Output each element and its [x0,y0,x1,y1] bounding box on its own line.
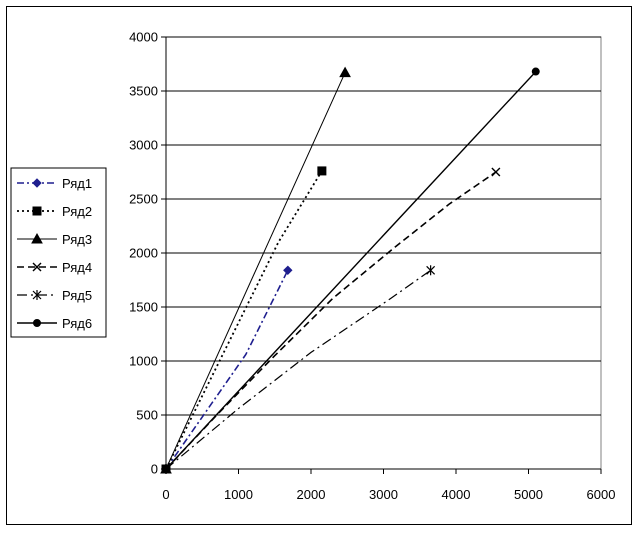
x-tick-label: 5000 [514,487,543,502]
y-tick-label: 2000 [129,246,158,261]
legend-marker [32,178,42,188]
legend-entry-6: Ряд6 [17,316,92,331]
x-tick-label: 1000 [224,487,253,502]
legend-box [10,167,107,338]
legend-label: Ряд5 [62,288,92,303]
legend-entry-3: Ряд3 [17,232,92,247]
legend-marker [33,319,41,327]
y-tick-label: 2500 [129,192,158,207]
legend-entry-1: Ряд1 [17,176,92,191]
legend-marker [31,232,43,244]
gridlines [166,36,601,416]
y-tick-label: 1000 [129,354,158,369]
y-tick-label: 3500 [129,84,158,99]
y-tick-label: 500 [136,408,158,423]
legend-marker [32,206,42,216]
series-layer [160,66,540,474]
y-tick-label: 4000 [129,30,158,45]
data-point-end [283,265,293,275]
series-line-3 [165,72,346,470]
x-tick-label: 0 [162,487,169,502]
legend-entry-4: Ряд4 [17,260,92,275]
legend-entry-5: Ряд5 [17,288,92,303]
legend-entry-2: Ряд2 [17,204,92,219]
data-point-end [491,167,501,177]
data-point-end [317,166,327,176]
data-point-start [162,465,170,473]
series-line-6 [165,71,537,470]
series-6 [162,67,540,473]
y-tick-labels: 0 500 1000 1500 2000 2500 3000 3500 4000 [129,30,158,477]
legend: Ряд1 Ряд2 Ряд3 Ряд4 Ряд5 Ряд6 [10,167,107,338]
legend-label: Ряд4 [62,260,92,275]
legend-label: Ряд6 [62,316,92,331]
x-tick-label: 4000 [442,487,471,502]
x-tick-label: 6000 [587,487,616,502]
series-line-5 [165,269,431,470]
x-tick-label: 2000 [297,487,326,502]
series-line-4 [165,171,497,470]
series-line-1 [165,269,289,470]
data-point-end [531,67,540,76]
y-tick-label: 0 [151,462,158,477]
x-tick-label: 3000 [369,487,398,502]
x-tick-labels: 0 1000 2000 3000 4000 5000 6000 [162,487,615,502]
data-point-end [339,66,351,78]
legend-marker [32,290,42,300]
legend-label: Ряд3 [62,232,92,247]
legend-label: Ряд2 [62,204,92,219]
legend-marker [32,262,42,272]
y-tick-label: 1500 [129,300,158,315]
legend-label: Ряд1 [62,176,92,191]
y-tick-label: 3000 [129,138,158,153]
data-point-end [426,265,436,276]
